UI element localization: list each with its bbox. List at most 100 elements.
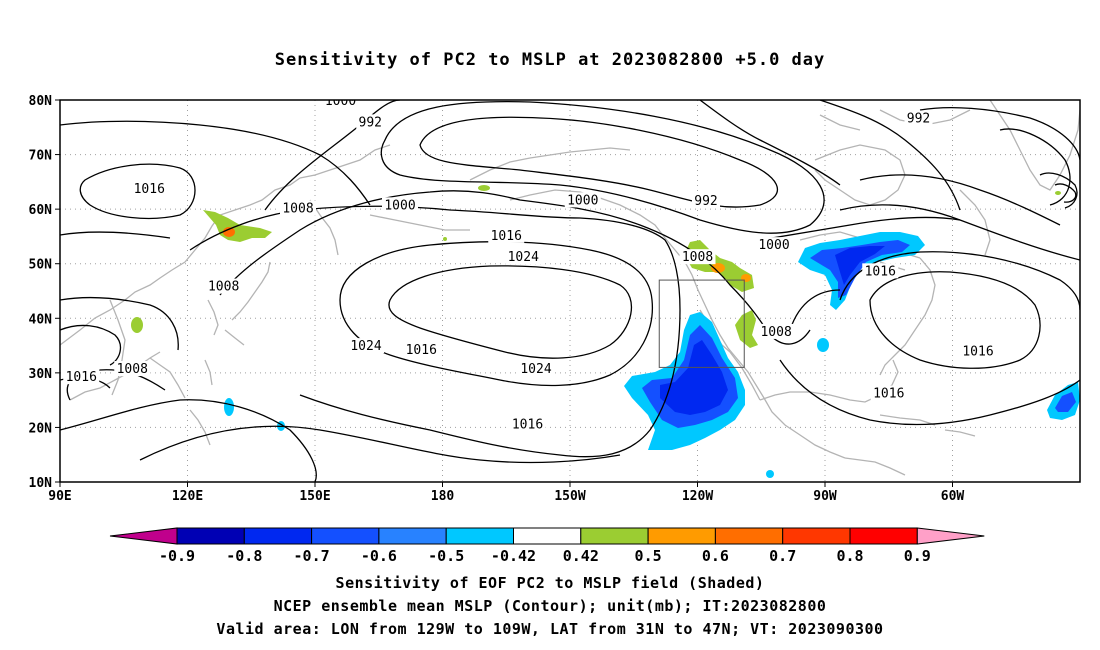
colorbar-tick-label: -0.7 [294,547,330,565]
colorbar-segment [849,527,918,545]
colorbar-tick-label: 0.5 [635,547,662,565]
colorbar: -0.9 -0.8 -0.7 -0.6 -0.5 -0.42 0.42 0.5 0.6 0.7 0.… [109,527,985,565]
colorbar-segment [109,527,178,545]
contour-label: 1016 [491,229,522,244]
contour-label-bg [63,369,100,385]
lat-label: 40N [29,312,53,327]
lon-label: 180 [431,489,455,504]
lon-label: 90W [813,489,837,504]
contour-label-bg [960,343,996,359]
contour-label: 1008 [682,250,713,265]
contour-label: 1008 [208,280,239,295]
contour-label-bg [862,263,899,279]
colorbar-tick-label: -0.42 [491,547,536,565]
colorbar-tick-label: -0.9 [159,547,195,565]
contour-label: 1016 [865,264,896,279]
sensitivity-shading [131,185,1080,478]
lon-label: 150W [554,489,585,504]
contour-label-bg [756,237,792,253]
contour-label: 1024 [520,362,551,377]
colorbar-tick-label: -0.5 [428,547,464,565]
colorbar-segment [378,527,447,545]
lon-label: 90E [48,489,71,504]
contour-label-bg [280,200,316,216]
contour-label-bg [114,361,151,377]
contour-label: 1016 [66,370,97,385]
contour-label-bg [131,180,168,196]
contour-label: 1000 [384,198,415,213]
contour-label-bg [356,114,385,130]
graticule [60,100,1080,482]
contour-label: 1000 [325,94,356,109]
coastlines [60,100,1080,476]
contour-label-bg [518,361,554,377]
longitude-labels: 90E 120E 150E 180 150W 120W 90W 60W [48,482,964,504]
lon-label: 120E [172,489,203,504]
contour-label-bg [679,249,716,265]
colorbar-segment [243,527,313,545]
contour-label: 1008 [282,202,313,217]
colorbar-segment [445,527,515,545]
contour-label: 1008 [760,325,791,340]
footer-line-1: Sensitivity of EOF PC2 to MSLP field (Sh… [335,574,765,592]
footer-line-2: NCEP ensemble mean MSLP (Contour); unit(… [273,597,827,615]
contour-label-bg [488,227,525,243]
colorbar-segment [782,527,851,545]
colorbar-segment [916,527,985,545]
contour-label-bg [382,197,418,213]
contour-label-bg [509,416,546,432]
colorbar-tick-label: 0.9 [904,547,931,565]
lat-label: 70N [29,149,53,164]
lat-label: 30N [29,367,53,382]
colorbar-segment [513,527,582,545]
contour-label: 1008 [117,362,148,377]
colorbar-tick-label: 0.6 [702,547,729,565]
contour-label-bg [870,385,907,401]
lat-label: 60N [29,203,53,218]
contour-label: 1016 [873,387,904,402]
contour-label-bg [348,338,384,354]
contour-label-bg [505,249,542,265]
contour-label: 992 [907,112,930,127]
contour-label-bg [904,110,933,126]
colorbar-tick-label: -0.8 [226,547,262,565]
contour-label-bg [205,278,242,294]
lon-label: 150E [299,489,330,504]
contour-label: 1000 [567,193,598,208]
map-title: Sensitivity of PC2 to MSLP at 2023082800… [274,50,826,70]
lon-label: 60W [941,489,965,504]
contour-label-bg [403,341,440,357]
mslp-contours [60,100,1080,482]
valid-area-box [658,279,745,368]
lat-label: 20N [29,421,53,436]
colorbar-segment [647,527,716,545]
contour-label-bg [692,192,720,208]
contour-label: 1016 [962,345,993,360]
colorbar-tick-label: 0.42 [563,547,599,565]
colorbar-segment [311,527,380,545]
lon-label: 120W [682,489,713,504]
contour-label-bg [758,323,795,339]
contour-label-bg [564,192,601,208]
lat-label: 10N [29,476,53,491]
lat-label: 50N [29,258,53,273]
footer-line-3: Valid area: LON from 129W to 109W, LAT f… [216,620,884,638]
contour-label: 1016 [406,343,437,358]
latitude-labels: 80N 70N 60N 50N 40N 30N 20N 10N [29,94,60,491]
contour-label: 1024 [508,250,539,265]
contour-label: 1024 [350,339,381,354]
contour-label: 1016 [512,418,543,433]
contour-label: 1000 [758,238,789,253]
colorbar-segment [580,527,649,545]
colorbar-segment [176,527,245,545]
contour-label-bg [322,100,359,109]
colorbar-tick-label: 0.8 [836,547,863,565]
colorbar-tick-label: 0.7 [769,547,796,565]
contour-label: 992 [359,115,382,130]
lat-label: 80N [29,94,53,109]
contour-label: 992 [694,194,717,209]
colorbar-tick-label: -0.6 [361,547,397,565]
colorbar-segment [714,527,784,545]
